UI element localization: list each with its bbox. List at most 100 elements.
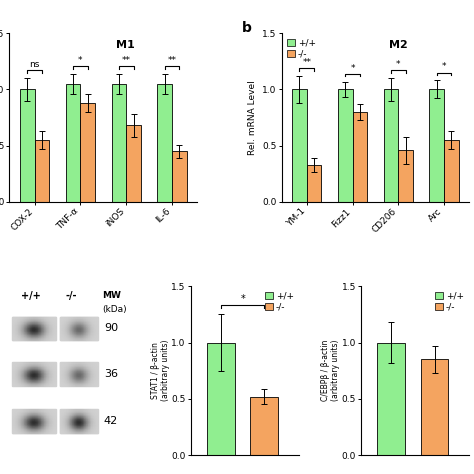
- Bar: [64, 432, 65, 433]
- Bar: [95, 326, 96, 327]
- Bar: [74, 366, 75, 367]
- Bar: [24, 384, 25, 385]
- Bar: [93, 383, 94, 384]
- Bar: [96, 336, 97, 337]
- Bar: [19, 318, 20, 319]
- Bar: [20, 379, 21, 380]
- Bar: [44, 371, 45, 372]
- Bar: [12, 428, 13, 429]
- Bar: [94, 417, 95, 418]
- Bar: [49, 328, 50, 329]
- Bar: [94, 364, 95, 365]
- Bar: [33, 325, 34, 326]
- Bar: [26, 411, 27, 412]
- Bar: [92, 372, 93, 373]
- Bar: [73, 377, 74, 378]
- Bar: [52, 382, 53, 383]
- Bar: [63, 365, 64, 366]
- Bar: [68, 363, 69, 364]
- Bar: [34, 318, 35, 319]
- Bar: [52, 414, 53, 415]
- Bar: [50, 410, 51, 411]
- Bar: [34, 429, 35, 430]
- Bar: [78, 418, 79, 419]
- Bar: [29, 378, 30, 379]
- Bar: [53, 337, 54, 338]
- Bar: [79, 333, 80, 334]
- Bar: [76, 427, 77, 428]
- Bar: [15, 431, 16, 432]
- Bar: [50, 336, 51, 337]
- Bar: [61, 362, 62, 363]
- Bar: [77, 429, 78, 430]
- Bar: [90, 363, 91, 364]
- Bar: [96, 365, 97, 366]
- Bar: [54, 369, 55, 370]
- Bar: [19, 321, 20, 322]
- Bar: [41, 329, 42, 330]
- Bar: [90, 328, 91, 329]
- Bar: [52, 321, 53, 322]
- Bar: [51, 332, 52, 333]
- Bar: [26, 374, 27, 375]
- Bar: [62, 365, 63, 366]
- Bar: [77, 318, 78, 319]
- Bar: [80, 319, 81, 320]
- Bar: [16, 425, 17, 426]
- Bar: [79, 422, 80, 423]
- Bar: [37, 429, 38, 430]
- Bar: [54, 337, 55, 338]
- Bar: [75, 432, 76, 433]
- Bar: [93, 366, 94, 367]
- Bar: [72, 334, 73, 335]
- Bar: [24, 365, 25, 366]
- Bar: [88, 338, 89, 339]
- Bar: [36, 381, 37, 382]
- Bar: [53, 328, 54, 329]
- Bar: [25, 324, 26, 325]
- Bar: [40, 320, 41, 321]
- Bar: [48, 324, 49, 325]
- Bar: [43, 318, 44, 319]
- Bar: [47, 372, 48, 373]
- Bar: [67, 376, 68, 377]
- Bar: [92, 418, 93, 419]
- Bar: [79, 385, 80, 386]
- Bar: [84, 366, 85, 367]
- Bar: [48, 383, 49, 384]
- Bar: [32, 320, 33, 321]
- Bar: [28, 423, 29, 424]
- Bar: [72, 378, 73, 379]
- Bar: [65, 319, 66, 320]
- Bar: [34, 411, 35, 412]
- Bar: [36, 426, 37, 427]
- Bar: [75, 373, 76, 374]
- Bar: [29, 427, 30, 428]
- Bar: [80, 331, 81, 332]
- Bar: [77, 362, 78, 363]
- Bar: [96, 416, 97, 417]
- Bar: [91, 413, 92, 414]
- Bar: [36, 430, 37, 431]
- Bar: [91, 337, 92, 338]
- Bar: [67, 325, 68, 326]
- Bar: [69, 325, 70, 326]
- Bar: [36, 418, 37, 419]
- Bar: [82, 372, 83, 373]
- Bar: [81, 418, 82, 419]
- Bar: [21, 381, 22, 382]
- Bar: [25, 381, 26, 382]
- Bar: [45, 327, 46, 328]
- Bar: [75, 329, 76, 330]
- Bar: [37, 410, 38, 411]
- Bar: [19, 432, 20, 433]
- Bar: [39, 369, 40, 370]
- Bar: [89, 327, 90, 328]
- Bar: [84, 426, 85, 427]
- Bar: [31, 317, 32, 318]
- Bar: [34, 365, 35, 366]
- Bar: [39, 331, 40, 332]
- Bar: [66, 339, 67, 340]
- Bar: [44, 330, 45, 331]
- Bar: [23, 332, 24, 333]
